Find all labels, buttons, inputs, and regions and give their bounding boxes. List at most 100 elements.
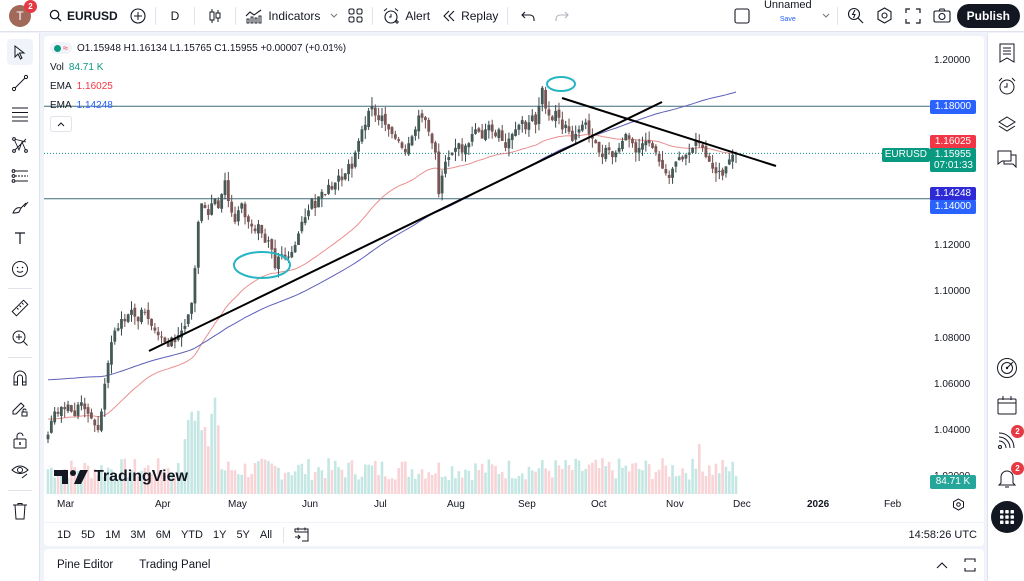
volume-bar bbox=[270, 463, 274, 494]
compare-symbol-button[interactable] bbox=[124, 0, 152, 32]
candle-body bbox=[397, 139, 401, 141]
volume-bar bbox=[718, 473, 721, 494]
snapshot-button[interactable] bbox=[927, 0, 957, 32]
timeframe-3m[interactable]: 3M bbox=[130, 528, 146, 541]
volume-bar bbox=[350, 460, 354, 494]
timeframe-1d[interactable]: 1D bbox=[57, 528, 72, 541]
volume-bar bbox=[470, 479, 474, 494]
timeframe-1m[interactable]: 1M bbox=[105, 528, 121, 541]
user-avatar[interactable]: T 2 bbox=[9, 0, 37, 27]
forecast-tool[interactable] bbox=[7, 163, 33, 189]
price-chart-canvas[interactable] bbox=[44, 36, 984, 496]
fib-tool[interactable] bbox=[7, 101, 33, 127]
indicators-dropdown[interactable] bbox=[326, 0, 342, 32]
volume-bar bbox=[397, 468, 400, 494]
remove-drawings-tool[interactable] bbox=[7, 498, 33, 524]
candle-body bbox=[320, 191, 324, 198]
tradingview-watermark[interactable]: TradingView bbox=[54, 468, 188, 486]
candle-body bbox=[226, 180, 230, 202]
candle-body bbox=[163, 337, 167, 343]
tab-trading-panel[interactable]: Trading Panel bbox=[139, 559, 211, 571]
volume-bar bbox=[454, 478, 457, 494]
text-tool[interactable] bbox=[7, 225, 33, 251]
screeners-button[interactable] bbox=[994, 355, 1020, 381]
redo-button[interactable] bbox=[545, 0, 579, 32]
chats-button[interactable] bbox=[994, 146, 1020, 172]
timeframe-5d[interactable]: 5D bbox=[81, 528, 96, 541]
settings-button[interactable] bbox=[870, 0, 899, 32]
notifications-button[interactable]: 2 bbox=[994, 462, 1024, 491]
publish-button[interactable]: Publish bbox=[956, 3, 1020, 28]
brush-tool[interactable] bbox=[7, 194, 33, 220]
layout-checkbox[interactable] bbox=[726, 0, 758, 32]
status-indicators[interactable]: ≈ bbox=[50, 42, 72, 54]
annotation-circle[interactable] bbox=[233, 251, 291, 279]
candle-body bbox=[430, 133, 434, 144]
interval-button[interactable]: D bbox=[170, 8, 180, 23]
undo-button[interactable] bbox=[511, 0, 545, 32]
measure-tool[interactable] bbox=[7, 295, 33, 321]
apps-menu-button[interactable] bbox=[991, 501, 1023, 533]
volume-bar bbox=[728, 471, 731, 494]
lock-all-tool[interactable] bbox=[7, 427, 33, 453]
candle-body bbox=[216, 200, 220, 208]
layouts-button[interactable] bbox=[342, 0, 369, 32]
candle-body bbox=[343, 173, 347, 180]
cursor-tool[interactable] bbox=[7, 39, 33, 65]
utc-clock[interactable]: 14:58:26 UTC bbox=[908, 528, 977, 541]
collapse-panel-button[interactable] bbox=[928, 561, 956, 569]
fullscreen-button[interactable] bbox=[899, 0, 927, 32]
volume-bar bbox=[594, 459, 598, 494]
divider bbox=[372, 6, 374, 25]
timeframe-all[interactable]: All bbox=[259, 528, 273, 541]
indicators-button[interactable]: Indicators bbox=[239, 0, 326, 32]
magnet-tool[interactable] bbox=[7, 365, 33, 391]
candle-body bbox=[647, 139, 651, 144]
candle-body bbox=[310, 198, 314, 209]
timeframe-1y[interactable]: 1Y bbox=[212, 528, 227, 541]
candle-body bbox=[417, 115, 421, 132]
volume-bar bbox=[277, 467, 280, 494]
timeframe-5y[interactable]: 5Y bbox=[236, 528, 250, 541]
visibility-tool[interactable] bbox=[7, 458, 33, 484]
quick-search-button[interactable] bbox=[841, 0, 870, 32]
replay-button[interactable]: Replay bbox=[436, 0, 504, 32]
pattern-tool[interactable] bbox=[7, 132, 33, 158]
collapse-legend-button[interactable] bbox=[50, 116, 72, 132]
candle-body bbox=[607, 147, 611, 151]
chart-pane[interactable]: ≈ O1.15948 H1.16134 L1.15765 C1.15955 +0… bbox=[44, 36, 984, 546]
chart-type-button[interactable] bbox=[198, 0, 232, 32]
ideas-stream-button[interactable]: 2 bbox=[994, 425, 1024, 454]
object-tree-button[interactable] bbox=[994, 111, 1020, 137]
volume-bar bbox=[584, 469, 588, 494]
candle-body bbox=[480, 130, 484, 139]
volume-bar bbox=[624, 465, 628, 494]
candle-body bbox=[674, 161, 678, 167]
zoom-tool[interactable] bbox=[7, 325, 33, 351]
layout-name-button[interactable]: Unnamed Save bbox=[763, 0, 812, 23]
emoji-tool[interactable] bbox=[7, 256, 33, 282]
watchlist-button[interactable] bbox=[994, 40, 1020, 66]
ascending-trendline[interactable] bbox=[148, 101, 663, 352]
annotation-circle[interactable] bbox=[546, 76, 576, 92]
timeframe-ytd[interactable]: YTD bbox=[180, 528, 203, 541]
descending-trendline[interactable] bbox=[561, 97, 777, 167]
timeframe-6m[interactable]: 6M bbox=[155, 528, 171, 541]
goto-date-button[interactable] bbox=[290, 527, 313, 542]
candle-body bbox=[611, 151, 614, 158]
volume-bar bbox=[474, 463, 477, 494]
alert-button[interactable]: Alert bbox=[376, 0, 436, 32]
alerts-button[interactable] bbox=[994, 73, 1020, 99]
volume-bar bbox=[220, 469, 223, 494]
maximize-panel-button[interactable] bbox=[956, 558, 984, 572]
divider bbox=[507, 6, 509, 25]
tab-pine-editor[interactable]: Pine Editor bbox=[57, 559, 114, 571]
trendline-tool[interactable] bbox=[7, 70, 33, 96]
layout-dropdown[interactable] bbox=[818, 0, 834, 32]
symbol-search-button[interactable]: EURUSD bbox=[43, 0, 124, 32]
candle-body bbox=[514, 129, 517, 136]
lock-drawings-tool[interactable] bbox=[7, 396, 33, 422]
volume-bar bbox=[203, 427, 207, 494]
calendar-button[interactable] bbox=[994, 392, 1020, 418]
axis-settings-button[interactable] bbox=[952, 498, 965, 511]
